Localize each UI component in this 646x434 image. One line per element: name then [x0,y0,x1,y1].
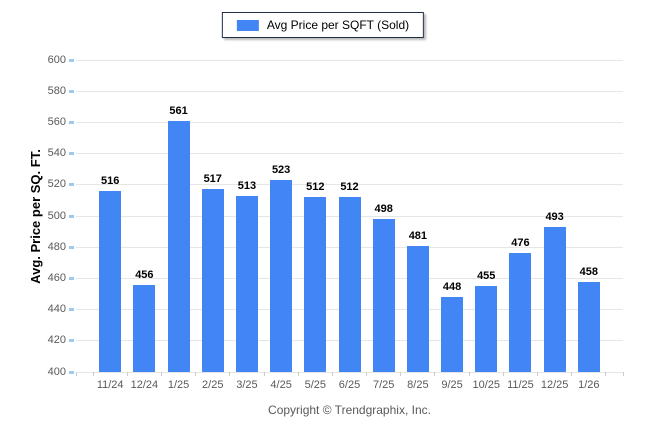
x-axis-tick-mark [400,372,402,376]
x-axis-tick-mark [75,372,77,376]
y-axis-tick-mark [69,183,74,187]
y-axis-tick-label: 580 [47,84,66,97]
x-axis-tick-mark [195,372,197,376]
x-axis-tick-label: 12/24 [130,379,159,391]
bar-value-label: 561 [169,104,188,117]
bar[interactable] [167,120,190,372]
bar-value-label: 523 [271,164,291,177]
x-axis-tick-label: 3/25 [236,379,258,391]
bar[interactable] [201,189,224,372]
x-axis-tick-label: 10/25 [472,379,501,391]
bar-value-label: 456 [135,268,154,281]
y-axis-tick-label: 600 [47,53,66,66]
x-axis-tick-label: 8/25 [407,379,429,391]
bar[interactable] [406,245,429,372]
bar-value-label: 493 [545,210,564,223]
copyright-text: Copyright © Trendgraphix, Inc. [268,403,431,417]
y-axis-tick-label: 440 [47,303,66,316]
bar-value-label: 448 [442,281,462,294]
y-axis-tick-label: 500 [47,209,66,222]
x-axis-tick-mark [571,372,573,376]
legend-swatch [236,19,259,31]
y-axis-tick-label: 400 [47,365,66,378]
y-axis-tick-mark [69,89,74,93]
bar[interactable] [475,286,498,372]
x-axis-tick-mark [92,372,94,376]
gridline [76,59,623,61]
y-axis-tick-label: 420 [47,334,66,347]
bar-value-label: 455 [477,270,496,283]
bar[interactable] [577,281,600,372]
gridline [76,184,623,186]
legend: Avg Price per SQFT (Sold) [221,12,425,38]
bar-value-label: 517 [203,173,222,186]
bar[interactable] [99,191,122,372]
bar-value-label: 476 [511,237,530,250]
x-axis-tick-label: 11/24 [96,379,124,391]
bar[interactable] [235,195,258,372]
legend-label: Avg Price per SQFT (Sold) [266,18,410,32]
y-axis-tick-mark [69,58,74,62]
bar-value-label: 513 [237,179,257,192]
x-axis-tick-mark [126,372,128,376]
y-axis-tick-label: 560 [47,115,66,128]
x-axis-tick-label: 9/25 [441,379,463,391]
bar[interactable] [372,219,395,372]
x-axis-tick-label: 1/26 [578,379,600,391]
bar-value-label: 481 [408,229,428,242]
y-axis-tick-mark [69,214,74,218]
bar-value-label: 458 [579,265,598,278]
y-axis-tick-mark [69,339,74,343]
bar[interactable] [509,253,532,372]
x-axis-tick-mark [297,372,299,376]
x-axis-tick-label: 12/25 [540,379,569,391]
y-axis-tick-mark [69,245,74,249]
y-axis-tick-mark [69,370,74,374]
x-axis-tick-mark [366,372,368,376]
x-axis-tick-label: 5/25 [304,379,327,391]
y-axis-tick-label: 540 [47,147,66,160]
x-axis-tick-label: 2/25 [202,379,224,391]
y-axis-tick-mark [69,276,74,280]
bar-value-label: 516 [101,175,120,188]
gridline [76,371,623,373]
gridline [76,153,623,155]
bar-value-label: 498 [374,203,393,216]
gridline [76,90,623,92]
y-axis-tick-mark [69,152,74,156]
bar[interactable] [441,297,464,372]
x-axis-tick-label: 1/25 [167,379,190,391]
x-axis-tick-label: 6/25 [338,379,361,391]
bar-value-label: 512 [340,181,359,194]
x-axis-tick-mark [468,372,470,376]
x-axis-tick-mark [502,372,504,376]
x-axis-tick-mark [331,372,333,376]
x-axis-tick-mark [434,372,436,376]
x-axis-tick-mark [160,372,162,376]
bar[interactable] [270,180,293,372]
x-axis-tick-label: 4/25 [270,379,292,391]
x-axis-tick-mark [537,372,539,376]
y-axis-tick-label: 460 [47,271,66,284]
y-axis-tick-mark [69,120,74,124]
bar[interactable] [338,197,361,372]
y-axis-tick-label: 520 [47,178,66,191]
x-axis-tick-mark [622,372,624,376]
bar-value-label: 512 [306,181,325,194]
plot-area: 400 420 440 460 480 500 520 540 560 580 600 516 11/2… [48,54,624,391]
x-axis-tick-mark [229,372,231,376]
bar[interactable] [304,197,327,372]
x-axis-tick-label: 11/25 [507,379,534,391]
bar[interactable] [133,284,156,372]
bar[interactable] [543,226,566,372]
x-axis-tick-mark [605,372,607,376]
x-axis-tick-mark [263,372,265,376]
gridline [76,121,623,123]
y-axis-tick-mark [69,308,74,312]
x-axis-tick-label: 7/25 [372,379,395,391]
y-axis-tick-label: 480 [47,240,66,253]
